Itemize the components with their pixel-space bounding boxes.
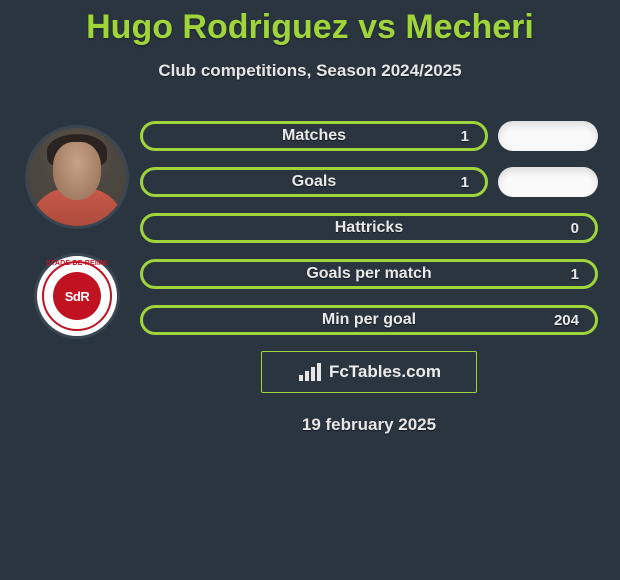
page-subtitle: Club competitions, Season 2024/2025 <box>158 61 461 81</box>
stat-label: Goals <box>143 173 485 191</box>
opponent-blob <box>498 121 598 151</box>
stat-label: Matches <box>143 127 485 145</box>
stats-column: Matches 1 Goals 1 Hattricks 0 <box>140 121 610 435</box>
stat-pill: Goals 1 <box>140 167 488 197</box>
bar-chart-icon <box>297 361 323 383</box>
stat-label: Hattricks <box>143 219 595 237</box>
page-title: Hugo Rodriguez vs Mecheri <box>86 8 534 47</box>
source-logo-text: FcTables.com <box>329 362 441 382</box>
stat-row-min-per-goal: Min per goal 204 <box>140 305 598 335</box>
player-avatar <box>25 125 129 229</box>
stat-label: Goals per match <box>143 265 595 283</box>
stat-row-hattricks: Hattricks 0 <box>140 213 598 243</box>
stat-row-matches: Matches 1 <box>140 121 598 151</box>
stat-pill: Min per goal 204 <box>140 305 598 335</box>
stat-row-goals-per-match: Goals per match 1 <box>140 259 598 289</box>
source-logo-box: FcTables.com <box>261 351 477 393</box>
opponent-blob <box>498 167 598 197</box>
update-date: 19 february 2025 <box>140 415 598 435</box>
stat-pill: Goals per match 1 <box>140 259 598 289</box>
stat-label: Min per goal <box>143 311 595 329</box>
stat-pill: Hattricks 0 <box>140 213 598 243</box>
club-badge: STADE DE REIMS SdR <box>34 253 120 339</box>
club-badge-arc-text: STADE DE REIMS <box>37 260 117 267</box>
stat-row-goals: Goals 1 <box>140 167 598 197</box>
stat-pill: Matches 1 <box>140 121 488 151</box>
